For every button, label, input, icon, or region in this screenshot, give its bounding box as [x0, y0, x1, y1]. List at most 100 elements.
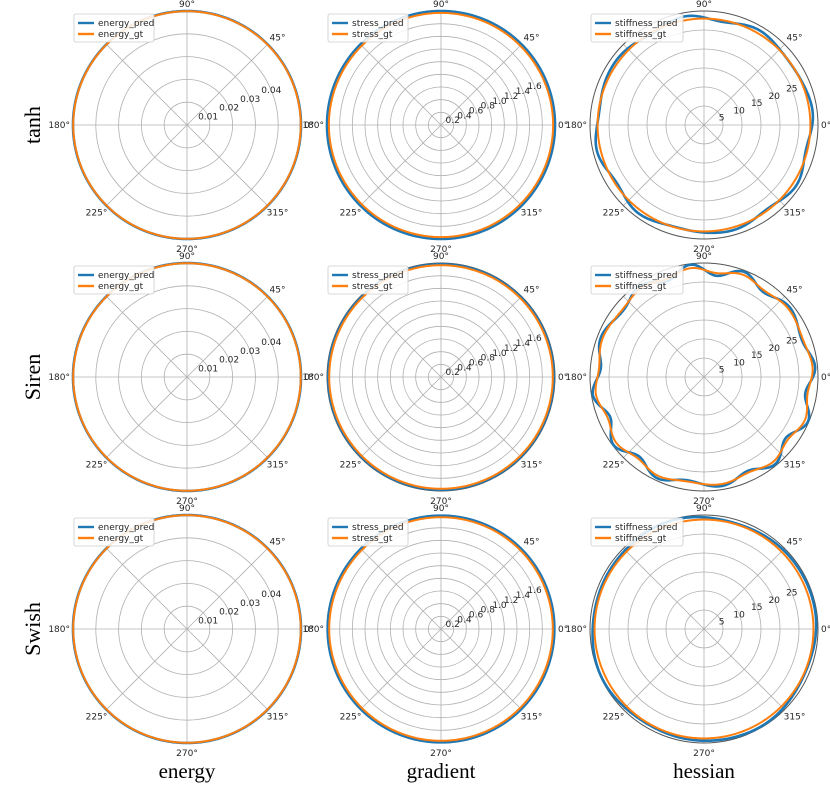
legend-label: stress_pred	[352, 19, 404, 29]
theta-tick-label: 45°	[270, 33, 286, 43]
theta-grid-line	[360, 296, 442, 378]
theta-grid-line	[703, 548, 785, 630]
series-gt-line	[72, 262, 302, 492]
theta-tick-label: 315°	[267, 209, 289, 219]
r-tick-label: 25	[786, 337, 797, 347]
theta-tick-label: 45°	[787, 285, 803, 295]
legend-label: energy_pred	[98, 271, 154, 281]
r-tick-label: 25	[786, 589, 797, 599]
r-tick-label: 0.04	[261, 86, 281, 96]
r-tick-label: 0.2	[446, 620, 460, 630]
r-tick-label: 20	[768, 596, 780, 606]
r-tick-label: 0.8	[481, 102, 496, 112]
polar-chart-1-0: 0.010.020.030.04 0° 45° 90° 180° 225° 270° 315°…	[48, 252, 314, 507]
theta-tick-label: 225°	[603, 713, 625, 723]
r-tick-label: 15	[751, 603, 762, 613]
r-tick-label: 1.2	[504, 596, 518, 606]
theta-grid-line	[360, 376, 442, 458]
r-tick-label: 1.6	[527, 586, 542, 596]
theta-grid-line	[703, 628, 785, 710]
r-tick-label: 0.01	[198, 364, 218, 374]
row-label: tanh	[20, 106, 45, 144]
series-gt-line	[328, 264, 554, 490]
theta-tick-label: 270°	[176, 245, 198, 255]
theta-grid-line	[106, 124, 188, 206]
polar-chart-1-2: 5 10 15 20 25 0° 45° 90° 180° 225° 270° 315° stiffne…	[565, 252, 830, 507]
theta-tick-label: 45°	[270, 285, 286, 295]
r-tick-label: 1.6	[527, 82, 542, 92]
theta-tick-label: 90°	[433, 0, 449, 10]
theta-grid-line	[360, 124, 442, 206]
theta-tick-label: 180°	[302, 373, 324, 383]
column-label: energy	[159, 759, 216, 783]
theta-grid-line	[703, 296, 785, 378]
theta-tick-label: 45°	[787, 33, 803, 43]
legend-label: stiffness_pred	[615, 271, 678, 281]
theta-tick-label: 0°	[558, 625, 568, 635]
polar-frame	[589, 262, 819, 492]
r-tick-label: 0.4	[457, 615, 472, 625]
polar-chart-2-1: 0.20.40.60.81.01.21.41.6 0° 45° 90° 180° 225°…	[302, 504, 568, 759]
theta-tick-label: 90°	[696, 252, 712, 262]
column-label: hessian	[673, 759, 735, 783]
theta-grid-line	[440, 628, 522, 710]
theta-tick-label: 225°	[340, 713, 362, 723]
legend-label: energy_gt	[98, 534, 144, 544]
polar-chart-2-0: 0.010.020.030.04 0° 45° 90° 180° 225° 270° 315°…	[48, 504, 314, 759]
theta-grid-line	[186, 628, 268, 710]
legend-label: stiffness_gt	[615, 534, 667, 544]
legend-label: stress_pred	[352, 271, 404, 281]
r-tick-label: 10	[733, 611, 745, 621]
r-tick-label: 0.4	[457, 111, 472, 121]
theta-tick-label: 45°	[524, 537, 540, 547]
r-tick-label: 1.0	[492, 349, 507, 359]
theta-grid-line	[440, 296, 522, 378]
theta-grid-line	[440, 548, 522, 630]
r-tick-label: 10	[733, 107, 745, 117]
theta-tick-label: 0°	[821, 121, 830, 131]
theta-tick-label: 180°	[565, 625, 587, 635]
r-tick-label: 0.6	[469, 359, 484, 369]
theta-tick-label: 180°	[48, 373, 70, 383]
legend-box	[590, 13, 684, 43]
theta-grid-line	[703, 376, 785, 458]
theta-tick-label: 0°	[821, 373, 830, 383]
theta-tick-label: 315°	[521, 461, 543, 471]
theta-tick-label: 270°	[430, 749, 452, 759]
theta-tick-label: 270°	[430, 497, 452, 507]
r-tick-label: 0.04	[261, 590, 281, 600]
theta-tick-label: 225°	[86, 209, 108, 219]
theta-tick-label: 315°	[267, 461, 289, 471]
r-tick-label: 0.04	[261, 338, 281, 348]
series-gt-line	[594, 266, 814, 486]
legend-label: stress_gt	[352, 282, 393, 292]
theta-grid-line	[186, 548, 268, 630]
r-tick-label: 0.03	[240, 95, 260, 105]
theta-tick-label: 0°	[821, 625, 830, 635]
r-tick-label: 1.2	[504, 92, 518, 102]
theta-tick-label: 270°	[693, 749, 715, 759]
legend-label: stiffness_gt	[615, 282, 667, 292]
theta-tick-label: 315°	[784, 713, 806, 723]
theta-grid-line	[106, 548, 188, 630]
polar-chart-0-2: 5 10 15 20 25 0° 45° 90° 180° 225° 270° 315° stiffne…	[565, 0, 830, 255]
r-tick-label: 0.03	[240, 347, 260, 357]
theta-tick-label: 45°	[270, 537, 286, 547]
theta-tick-label: 90°	[696, 0, 712, 10]
r-tick-label: 0.02	[219, 356, 239, 366]
r-tick-label: 0.03	[240, 599, 260, 609]
legend-label: stiffness_gt	[615, 30, 667, 40]
polar-chart-2-2: 5 10 15 20 25 0° 45° 90° 180° 225° 270° 315° stiffne…	[565, 504, 830, 759]
theta-tick-label: 225°	[86, 461, 108, 471]
theta-tick-label: 180°	[48, 121, 70, 131]
theta-tick-label: 45°	[524, 285, 540, 295]
theta-grid-line	[623, 376, 705, 458]
r-tick-label: 0.8	[481, 354, 496, 364]
theta-tick-label: 180°	[565, 121, 587, 131]
